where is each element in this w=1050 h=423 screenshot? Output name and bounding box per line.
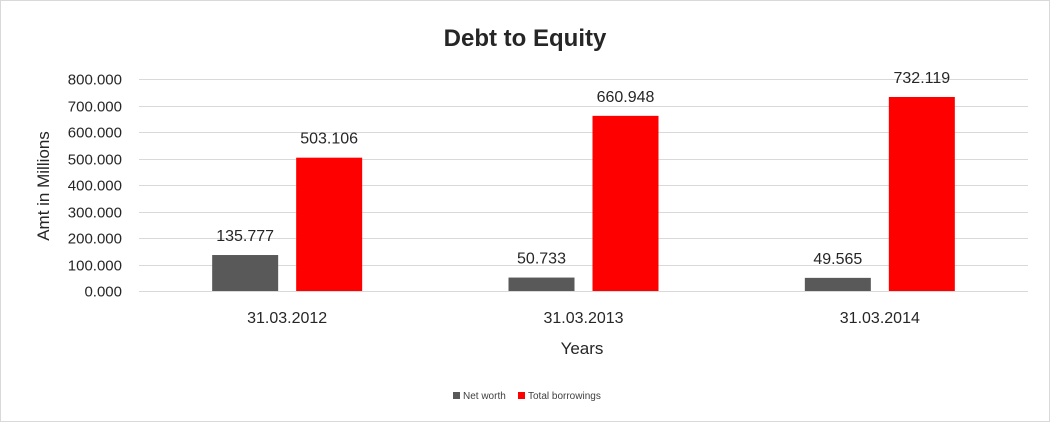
data-labels: 135.777 503.106 50.733 660.948 49.565 732.119 bbox=[216, 70, 950, 268]
gridlines bbox=[139, 79, 1028, 292]
x-axis-title: Years bbox=[561, 339, 604, 358]
y-tick-label: 100.000 bbox=[68, 258, 122, 275]
legend-label: Net worth bbox=[463, 391, 506, 402]
legend-swatch bbox=[518, 392, 525, 399]
data-label: 135.777 bbox=[216, 228, 274, 245]
y-tick-label: 300.000 bbox=[68, 205, 122, 222]
data-label: 732.119 bbox=[894, 70, 951, 87]
x-tick-label: 31.03.2013 bbox=[543, 310, 623, 327]
data-label: 503.106 bbox=[300, 131, 358, 148]
bar-net-worth bbox=[508, 277, 575, 291]
y-tick-labels: 0.000 100.000 200.000 300.000 400.000 500.000… bbox=[68, 72, 122, 301]
data-label: 50.733 bbox=[517, 251, 566, 268]
legend-swatch bbox=[453, 392, 460, 399]
data-label: 49.565 bbox=[813, 251, 862, 268]
data-label: 660.948 bbox=[597, 89, 655, 106]
y-tick-label: 0.000 bbox=[84, 284, 122, 301]
y-tick-label: 500.000 bbox=[68, 152, 122, 169]
chart-title: Debt to Equity bbox=[444, 25, 607, 52]
bars bbox=[212, 96, 955, 291]
bar-total-borrowings bbox=[296, 157, 363, 291]
legend-label: Total borrowings bbox=[528, 391, 601, 402]
x-tick-labels: 31.03.2012 31.03.2013 31.03.2014 bbox=[247, 310, 920, 327]
y-tick-label: 600.000 bbox=[68, 125, 122, 142]
bar-net-worth bbox=[212, 255, 279, 291]
x-tick-label: 31.03.2014 bbox=[840, 310, 920, 327]
bar-total-borrowings bbox=[888, 96, 955, 291]
y-tick-label: 800.000 bbox=[68, 72, 122, 89]
legend: Net worth Total borrowings bbox=[453, 391, 601, 402]
y-tick-label: 700.000 bbox=[68, 99, 122, 116]
y-tick-label: 200.000 bbox=[68, 231, 122, 248]
y-tick-label: 400.000 bbox=[68, 178, 122, 195]
x-tick-label: 31.03.2012 bbox=[247, 310, 327, 327]
bar-total-borrowings bbox=[592, 115, 659, 291]
y-axis-title: Amt in Millions bbox=[34, 131, 53, 241]
bar-net-worth bbox=[804, 277, 871, 291]
